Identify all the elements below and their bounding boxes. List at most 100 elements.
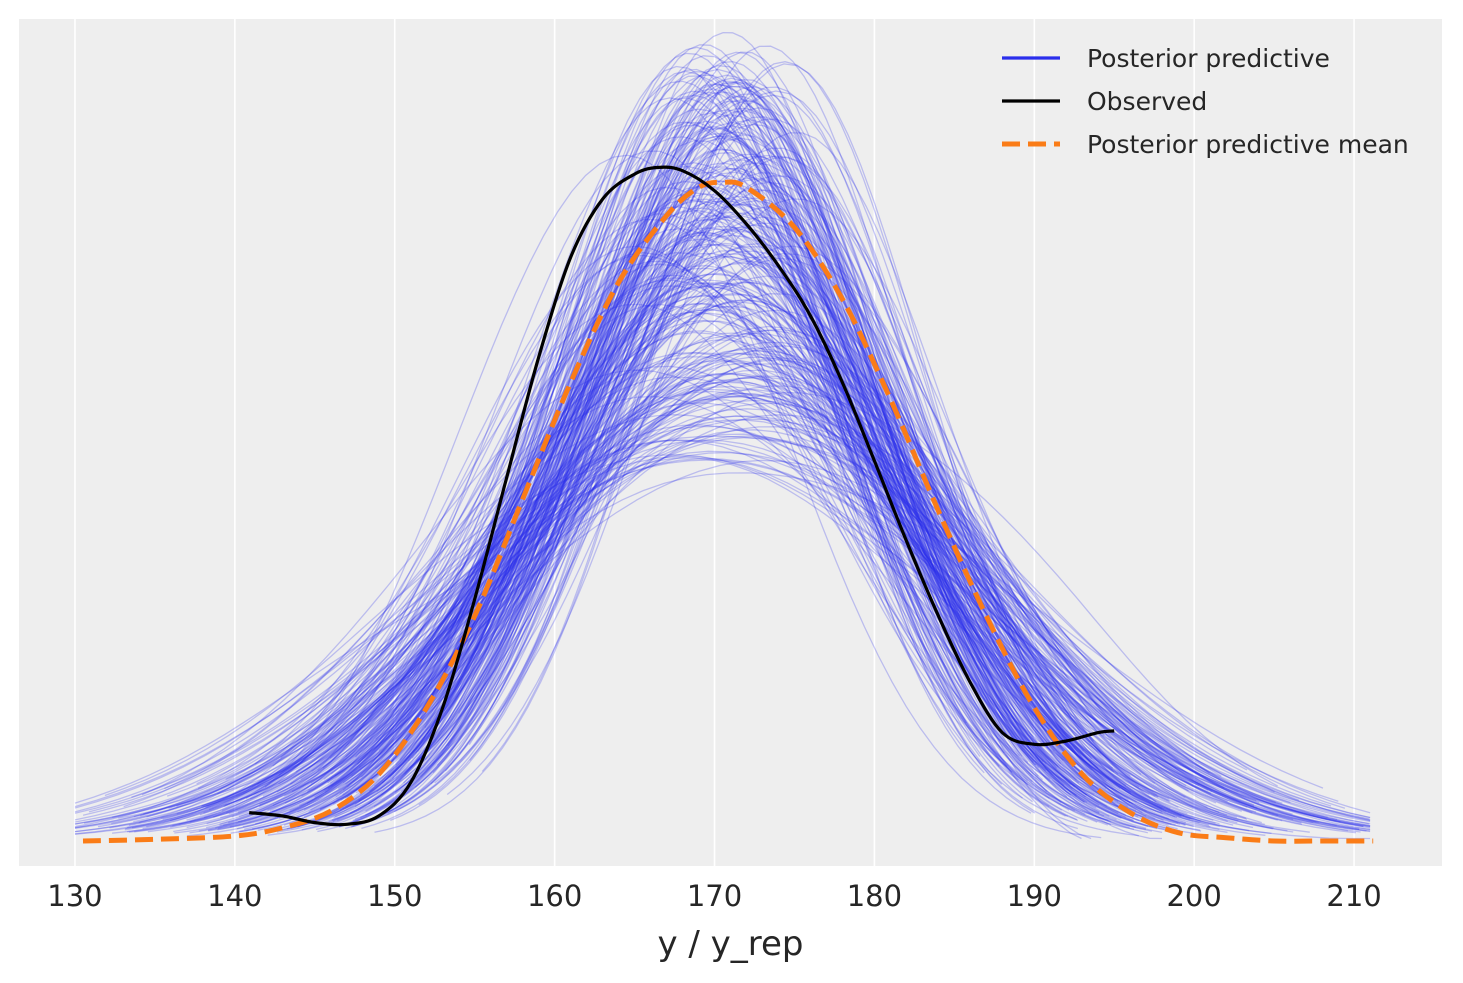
posterior-predictive-draw [387, 107, 1107, 814]
posterior-predictive-draw [326, 299, 1208, 808]
posterior-predictive-draw [254, 303, 1077, 796]
posterior-predictive-draw [444, 100, 1039, 777]
posterior-predictive-draw [225, 392, 1371, 828]
posterior-predictive-draw [74, 396, 1364, 833]
posterior-predictive-draw [424, 52, 1078, 830]
posterior-predictive-draw [168, 388, 1367, 832]
posterior-predictive-draw [291, 363, 1371, 829]
posterior-predictive-draw [205, 394, 1328, 819]
posterior-predictive-draw [251, 256, 1157, 830]
posterior-predictive-draw [335, 204, 1107, 798]
posterior-predictive-draw [238, 197, 1049, 833]
posterior-predictive-draw [187, 228, 1179, 837]
legend-label: Posterior predictive mean [1087, 130, 1409, 159]
posterior-predictive-draw [134, 348, 1209, 833]
posterior-predictive-draw [332, 74, 1069, 822]
posterior-predictive-draw [203, 373, 1228, 808]
posterior-predictive-draw [368, 125, 1163, 834]
posterior-predictive-draw [318, 222, 1095, 821]
posterior-predictive-draw [74, 415, 1277, 833]
posterior-predictive-draw [74, 419, 1291, 829]
posterior-predictive-draw [282, 188, 1085, 831]
posterior-predictive-draw [297, 214, 1098, 813]
posterior-predictive-draw [374, 228, 1220, 827]
posterior-predictive-draw [403, 153, 1129, 808]
posterior-predictive-draw [338, 81, 1086, 827]
posterior-predictive-draw [358, 127, 1112, 826]
posterior-predictive-draw [74, 435, 1371, 828]
posterior-predictive-draw [112, 369, 1260, 834]
plot-area [19, 19, 1442, 866]
posterior-predictive-draw [207, 328, 1253, 831]
posterior-predictive-draw [355, 281, 1142, 794]
posterior-predictive-draw [74, 472, 1339, 823]
posterior-predictive-draw [288, 198, 1136, 828]
x-tick-label: 190 [1007, 879, 1062, 913]
posterior-predictive-draw [258, 302, 1127, 808]
posterior-predictive-draw [350, 156, 1119, 828]
posterior-predictive-draw [223, 329, 1283, 826]
posterior-predictive-draw [160, 418, 1371, 819]
posterior-predictive-draw [339, 250, 1170, 802]
posterior-predictive-draw [257, 217, 1178, 831]
posterior-predictive-draw [283, 97, 1066, 826]
posterior-predictive-draw [409, 178, 1178, 819]
posterior-predictive-draw [217, 292, 1158, 829]
posterior-predictive-draw [74, 426, 1248, 829]
posterior-predictive-draw [345, 262, 1171, 809]
posterior-predictive-draw [301, 252, 1262, 824]
posterior-predictive-draw [375, 136, 1013, 773]
posterior-predictive-draw [311, 216, 1156, 822]
posterior-predictive-draw [111, 395, 1257, 825]
posterior-predictive-draw [426, 71, 981, 757]
posterior-predictive-draw [274, 242, 1070, 818]
posterior-predictive-draw [225, 319, 1179, 814]
posterior-predictive-draw [124, 360, 1356, 834]
posterior-predictive-draw [272, 351, 1220, 814]
posterior-predictive-draw [300, 294, 1272, 835]
posterior-predictive-draw [125, 331, 1159, 830]
posterior-predictive-draw [262, 233, 1119, 817]
posterior-predictive-draw [104, 454, 1338, 821]
posterior-predictive-draw [272, 267, 1114, 807]
posterior-predictive-draw [326, 212, 1093, 815]
posterior-predictive-draw [360, 74, 1048, 819]
posterior-predictive-draw [403, 85, 1040, 797]
posterior-predictive-draw [162, 379, 1310, 833]
posterior-predictive-draw [353, 118, 1147, 826]
posterior-predictive-draw [206, 380, 1371, 832]
posterior-predictive-draw [219, 243, 1228, 833]
posterior-predictive-draw [123, 395, 1265, 826]
posterior-predictive-draw [208, 414, 1346, 811]
posterior-predictive-draw [164, 414, 1257, 813]
posterior-predictive-draw [74, 433, 1371, 825]
posterior-predictive-draw [133, 385, 1255, 823]
posterior-predictive-draw [354, 97, 985, 774]
posterior-predictive-draw [229, 243, 1114, 828]
posterior-predictive-draw [393, 155, 1211, 828]
x-tick-label: 170 [687, 879, 742, 913]
posterior-predictive-draw [213, 218, 1076, 818]
posterior-predictive-draw [166, 451, 1371, 819]
posterior-predictive-draw [404, 93, 1058, 775]
posterior-predictive-draw [368, 83, 1062, 805]
x-tick-label: 160 [527, 879, 582, 913]
posterior-predictive-draw [200, 408, 1371, 828]
posterior-predictive-draw [131, 459, 1371, 823]
posterior-predictive-draw [201, 381, 1314, 824]
posterior-predictive-draw [224, 402, 1371, 822]
posterior-predictive-draw [278, 274, 1201, 831]
posterior-predictive-draw [314, 200, 1044, 798]
posterior-predictive-draw [330, 272, 1266, 836]
posterior-predictive-draw [254, 185, 1119, 825]
posterior-predictive-draw [327, 165, 1005, 789]
posterior-predictive-draw [415, 82, 1082, 840]
posterior-predictive-draw [127, 375, 1210, 833]
posterior-predictive-draw [354, 172, 1093, 805]
posterior-predictive-draw [206, 295, 1137, 825]
posterior-predictive-draw [389, 128, 1029, 778]
posterior-predictive-draw [196, 439, 1371, 831]
x-gridlines [74, 19, 1355, 866]
posterior-predictive-draw [146, 254, 1109, 828]
